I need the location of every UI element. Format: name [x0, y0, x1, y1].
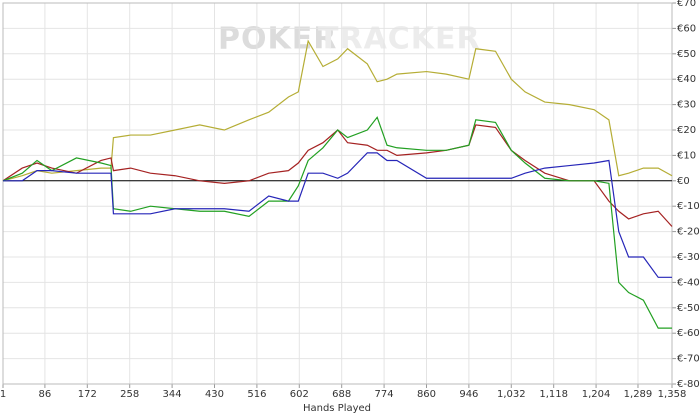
x-tick-label: 774 — [375, 389, 394, 400]
y-tick-label: €-50 — [677, 303, 700, 314]
x-tick-label: 1 — [0, 389, 6, 400]
y-tick-label: €-70 — [677, 354, 700, 365]
x-tick-label: 430 — [205, 389, 224, 400]
series-line — [2, 39, 673, 182]
y-tick-label: €50 — [677, 49, 696, 60]
y-tick-label: €-80 — [677, 379, 700, 390]
x-tick-label: 1,204 — [582, 389, 611, 400]
x-tick-label: 1,358 — [658, 389, 687, 400]
watermark: POKER — [218, 22, 337, 57]
y-tick-label: €-40 — [677, 277, 700, 288]
series-line — [3, 152, 672, 278]
x-tick-label: 1,032 — [497, 389, 526, 400]
y-tick-label: €10 — [677, 150, 696, 161]
x-tick-label: 516 — [247, 389, 266, 400]
x-tick-label: 344 — [163, 389, 182, 400]
x-tick-label: 1,289 — [624, 389, 653, 400]
x-tick-label: 1,118 — [539, 389, 568, 400]
x-tick-label: 946 — [459, 389, 478, 400]
series-line — [2, 124, 673, 227]
x-tick-label: 602 — [290, 389, 309, 400]
y-tick-label: €-20 — [677, 227, 700, 238]
watermark: TRACKER — [318, 22, 481, 57]
y-tick-label: €40 — [677, 74, 696, 85]
x-tick-label: 688 — [332, 389, 351, 400]
y-tick-label: €70 — [677, 0, 696, 9]
y-tick-label: €-60 — [677, 328, 700, 339]
x-axis-label: Hands Played — [303, 403, 371, 414]
series-line — [2, 116, 672, 329]
x-tick-label: 860 — [417, 389, 436, 400]
y-tick-label: €-10 — [677, 201, 700, 212]
y-tick-label: €-30 — [677, 252, 700, 263]
y-tick-label: €60 — [677, 23, 696, 34]
y-tick-label: €20 — [677, 125, 696, 136]
y-tick-label: €0 — [677, 176, 690, 187]
x-tick-label: 258 — [120, 389, 139, 400]
x-tick-label: 172 — [78, 389, 97, 400]
y-tick-label: €30 — [677, 100, 696, 111]
plot-frame — [2, 2, 673, 385]
x-tick-label: 86 — [39, 389, 52, 400]
